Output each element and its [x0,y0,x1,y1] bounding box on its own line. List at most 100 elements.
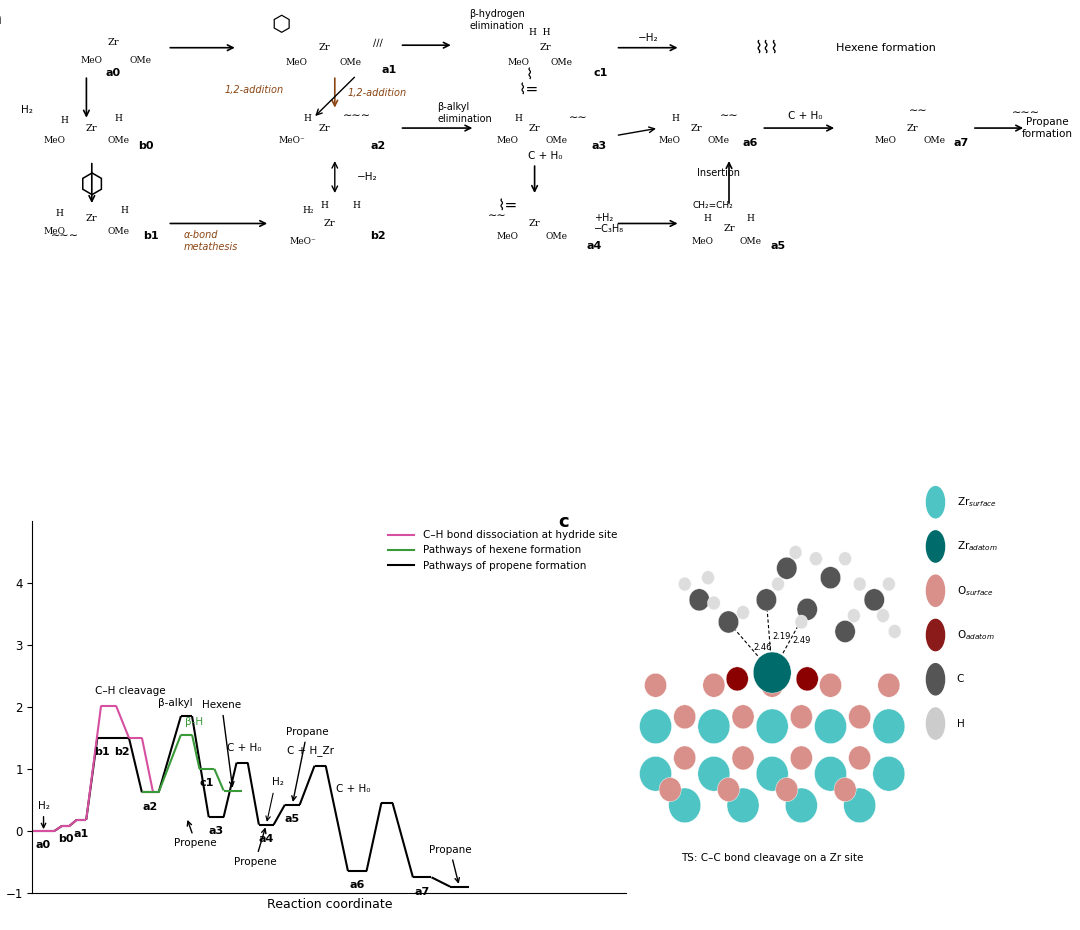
Text: Zr: Zr [529,124,540,133]
Text: ∼∼∼: ∼∼∼ [1012,108,1040,118]
Circle shape [678,578,691,591]
Circle shape [814,709,847,744]
Circle shape [864,589,885,611]
Circle shape [698,709,730,744]
Circle shape [848,609,861,622]
Circle shape [639,756,672,791]
Text: O$_{surface}$: O$_{surface}$ [957,584,994,598]
Text: C + H₀: C + H₀ [788,111,823,121]
Circle shape [814,756,847,791]
X-axis label: Reaction coordinate: Reaction coordinate [267,898,392,911]
Text: Zr: Zr [724,224,734,233]
Circle shape [777,557,797,579]
Text: c1: c1 [594,68,608,78]
Text: ∼∼: ∼∼ [568,113,588,123]
Text: a: a [0,10,1,28]
Text: ∕∕∕: ∕∕∕ [373,38,383,47]
Circle shape [753,652,792,693]
Circle shape [810,551,822,565]
Circle shape [888,625,901,638]
Text: OMe: OMe [707,136,729,145]
Circle shape [717,777,740,802]
Circle shape [732,746,754,770]
Text: Propene: Propene [175,821,217,848]
Circle shape [843,788,876,823]
Text: MeO⁻: MeO⁻ [279,136,305,145]
Legend: C–H bond dissociation at hydride site, Pathways of hexene formation, Pathways of: C–H bond dissociation at hydride site, P… [384,526,621,575]
Circle shape [796,667,819,691]
Text: OMe: OMe [130,56,151,65]
Text: Zr$_{adatom}$: Zr$_{adatom}$ [957,539,998,553]
Circle shape [791,746,812,770]
Text: C: C [957,674,964,684]
Text: c1: c1 [200,778,214,788]
Circle shape [820,673,841,698]
Text: Propane
formation: Propane formation [1022,117,1074,139]
Text: Zr: Zr [529,219,540,228]
Text: a7: a7 [954,139,969,148]
Text: a1: a1 [381,65,396,75]
Text: a3: a3 [592,140,607,151]
Text: a5: a5 [285,814,300,824]
Text: Zr: Zr [324,219,335,228]
Text: H: H [352,202,361,210]
Text: O$_{adatom}$: O$_{adatom}$ [957,628,995,642]
Text: c: c [558,513,569,531]
Text: ⌇⌇⌇: ⌇⌇⌇ [755,39,779,57]
Circle shape [771,578,784,591]
Text: 2.49: 2.49 [793,636,811,645]
Circle shape [669,788,701,823]
Circle shape [878,673,900,698]
Text: β-alkyl: β-alkyl [158,698,192,708]
Text: OMe: OMe [545,136,567,145]
Text: Zr: Zr [319,43,329,52]
Circle shape [834,777,856,802]
Text: Zr: Zr [108,38,119,47]
Text: a7: a7 [415,886,430,897]
Text: OMe: OMe [923,136,945,145]
Text: Propane: Propane [429,844,471,883]
Text: H₂: H₂ [22,105,32,115]
Circle shape [791,705,812,729]
Text: β-alkyl
elimination: β-alkyl elimination [437,102,492,124]
Text: MeO: MeO [875,136,896,145]
Text: Zr: Zr [86,214,97,223]
Text: b2: b2 [370,231,386,241]
Text: H: H [120,206,129,216]
Text: b1: b1 [94,747,110,757]
Circle shape [873,709,905,744]
Circle shape [674,746,696,770]
Text: 1,2-addition: 1,2-addition [225,86,283,96]
Text: MeO: MeO [81,56,103,65]
Text: 1,2-addition: 1,2-addition [348,88,407,98]
Text: C + H_Zr: C + H_Zr [287,746,335,756]
Text: β-hydrogen
elimination: β-hydrogen elimination [469,9,525,31]
Text: b0: b0 [58,834,73,844]
Text: OMe: OMe [545,232,567,241]
Text: a6: a6 [350,881,365,890]
Text: MeO: MeO [497,136,518,145]
Text: MeO: MeO [43,227,65,235]
Circle shape [849,705,870,729]
Circle shape [873,756,905,791]
Text: ∼∼: ∼∼ [719,111,739,121]
Text: Zr: Zr [540,43,551,52]
Circle shape [727,788,759,823]
Text: a1: a1 [73,829,90,839]
Text: a0: a0 [36,840,51,850]
Text: ∼∼: ∼∼ [908,105,928,115]
Text: C + H₀: C + H₀ [227,743,261,753]
Text: H: H [703,214,712,223]
Text: H₂: H₂ [302,206,313,216]
Text: H: H [957,719,964,728]
Text: H: H [746,214,755,223]
Text: C + H₀: C + H₀ [336,784,370,793]
Text: β-H: β-H [185,717,203,726]
Text: Zr$_{surface}$: Zr$_{surface}$ [957,496,997,509]
Circle shape [707,596,720,610]
Circle shape [785,788,818,823]
Circle shape [849,746,870,770]
Text: H: H [320,202,328,210]
Circle shape [789,546,802,559]
Text: MeO: MeO [691,236,713,246]
